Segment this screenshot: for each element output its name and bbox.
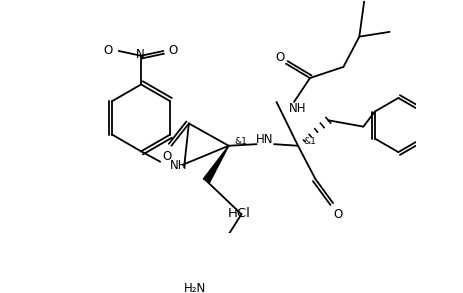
- Text: O: O: [162, 150, 171, 163]
- Polygon shape: [203, 146, 229, 183]
- Text: O: O: [333, 208, 343, 221]
- Text: &1: &1: [234, 137, 247, 146]
- Text: &1: &1: [304, 137, 316, 146]
- Text: N: N: [136, 48, 144, 61]
- Text: O: O: [169, 44, 178, 57]
- Text: O: O: [275, 51, 284, 64]
- Text: HN: HN: [256, 133, 273, 146]
- Text: NH: NH: [289, 102, 307, 115]
- Text: H₂N: H₂N: [184, 282, 206, 293]
- Text: HCl: HCl: [228, 207, 250, 220]
- Text: O: O: [103, 44, 112, 57]
- Text: NH: NH: [170, 159, 187, 172]
